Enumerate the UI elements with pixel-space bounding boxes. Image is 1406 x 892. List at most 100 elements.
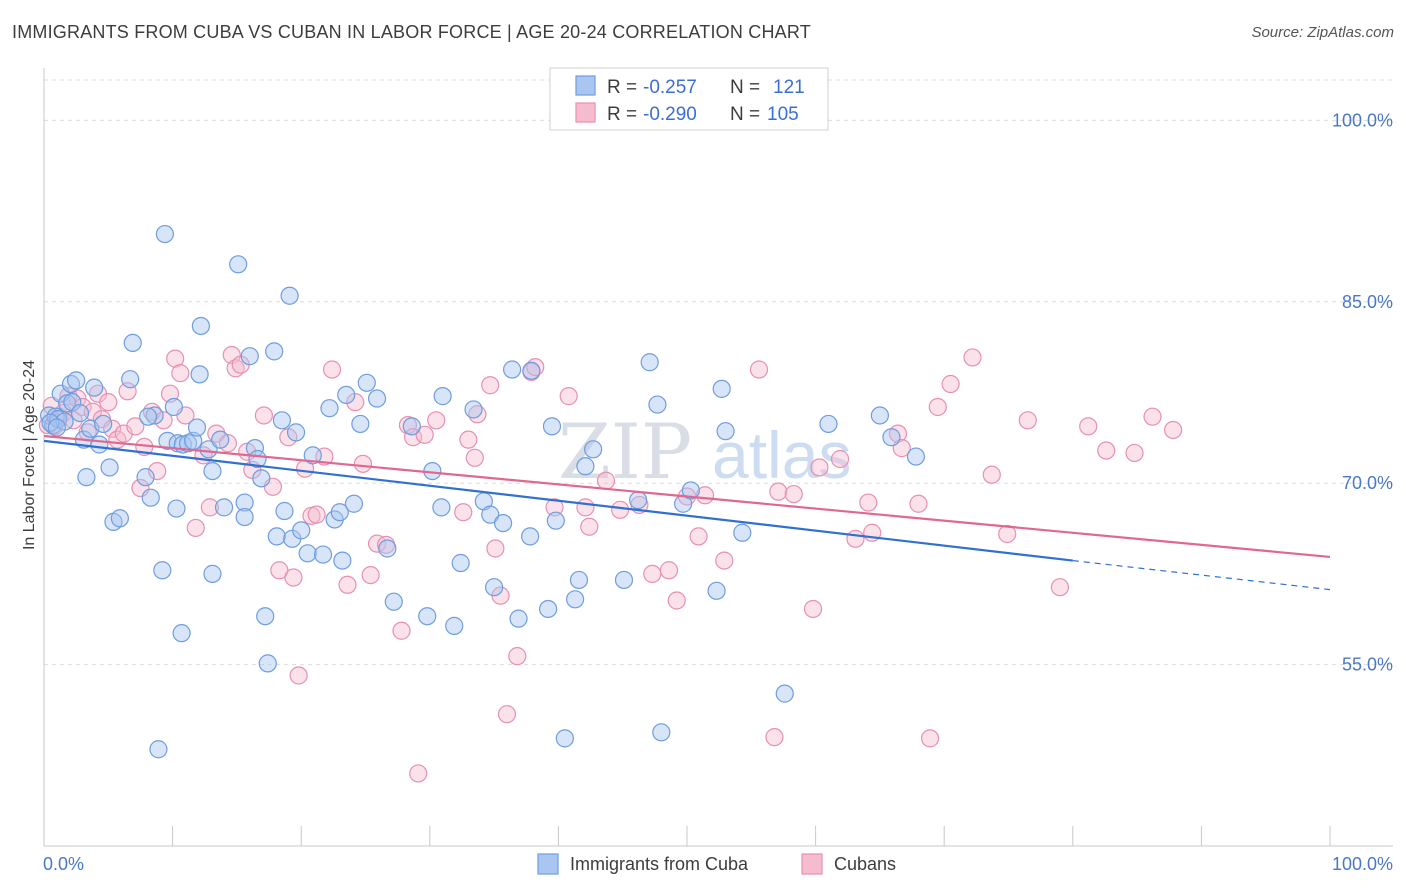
point-cubans: [1050, 578, 1070, 597]
point-cuba-immigrants: [546, 511, 565, 530]
point-cuba-immigrants: [384, 592, 403, 611]
source-label: Source: ZipAtlas.com: [1251, 24, 1394, 41]
point-cubans: [392, 621, 411, 640]
point-cuba-immigrants: [172, 624, 191, 643]
point-cuba-immigrants: [566, 590, 585, 609]
point-cuba-immigrants: [229, 255, 248, 274]
point-cuba-immigrants: [503, 360, 522, 379]
point-cuba-immigrants: [256, 607, 275, 626]
legend-n-value-pink: 105: [767, 104, 799, 125]
point-cuba-immigrants: [333, 551, 352, 570]
point-cubans: [459, 430, 478, 449]
point-cuba-immigrants: [555, 729, 574, 748]
trend-line-cubans: [43, 434, 1331, 559]
trend-lines: [43, 434, 1331, 591]
point-cubans: [171, 364, 190, 383]
point-cuba-immigrants: [70, 403, 90, 423]
point-cuba-immigrants: [418, 607, 437, 626]
point-cubans: [982, 465, 1001, 484]
legend-swatch-blue: [575, 75, 596, 96]
point-cuba-immigrants: [149, 740, 168, 759]
point-cubans: [154, 411, 173, 430]
point-cuba-immigrants: [85, 378, 104, 397]
legend-n-label-blue: N =: [730, 77, 760, 98]
point-cuba-immigrants: [141, 488, 160, 507]
point-cuba-immigrants: [337, 385, 356, 405]
point-cubans: [769, 482, 788, 501]
watermark: ZIP atlas: [558, 407, 851, 496]
point-cuba-immigrants: [775, 684, 794, 703]
point-cuba-immigrants: [67, 371, 86, 390]
legend-r-label-pink: R =: [607, 104, 637, 125]
point-cubans: [749, 360, 769, 379]
y-tick-label: 70.0%: [1342, 473, 1393, 493]
point-cuba-immigrants: [614, 570, 634, 590]
point-cubans: [830, 449, 850, 469]
point-cuba-immigrants: [402, 417, 421, 436]
point-cubans: [307, 505, 326, 524]
point-cuba-immigrants: [90, 435, 109, 454]
point-cuba-immigrants: [280, 286, 299, 305]
point-cuba-immigrants: [521, 527, 540, 546]
point-cuba-immigrants: [481, 505, 500, 524]
point-cubans: [559, 387, 578, 406]
point-cuba-immigrants: [320, 399, 339, 418]
data-points: [38, 224, 1183, 783]
point-cuba-immigrants: [199, 440, 218, 459]
point-cubans: [689, 527, 708, 546]
point-cubans: [611, 500, 630, 519]
point-cubans: [580, 517, 599, 536]
point-cubans: [803, 599, 823, 619]
point-cuba-immigrants: [509, 609, 528, 628]
point-cuba-immigrants: [203, 564, 222, 583]
point-cuba-immigrants: [313, 545, 333, 564]
legend-r-value-blue: -0.257: [643, 77, 697, 98]
point-cuba-immigrants: [190, 365, 209, 384]
point-cuba-immigrants: [123, 333, 142, 352]
point-cuba-immigrants: [286, 423, 306, 442]
point-cubans: [481, 376, 500, 395]
point-cuba-immigrants: [136, 468, 155, 487]
point-cubans: [361, 565, 380, 585]
point-cubans: [338, 575, 357, 594]
point-cuba-immigrants: [252, 469, 271, 488]
legend-box: [549, 67, 829, 131]
point-cubans: [200, 498, 219, 517]
point-cuba-immigrants: [100, 458, 119, 477]
point-cuba-immigrants: [357, 373, 376, 392]
point-cuba-immigrants: [433, 387, 452, 406]
point-cuba-immigrants: [77, 468, 96, 487]
point-cuba-immigrants: [378, 539, 397, 558]
watermark-zip: ZIP: [558, 407, 692, 496]
point-cubans: [909, 494, 928, 513]
point-cuba-immigrants: [716, 422, 735, 441]
point-cuba-immigrants: [640, 353, 659, 372]
point-cuba-immigrants: [155, 224, 174, 244]
point-cuba-immigrants: [153, 561, 172, 580]
point-cubans: [659, 561, 679, 580]
point-cubans: [186, 518, 205, 538]
point-cubans: [667, 591, 686, 610]
point-cuba-immigrants: [214, 498, 234, 517]
point-cuba-immigrants: [47, 418, 66, 437]
trend-line-cuba-immigrants: [43, 439, 1073, 562]
point-cubans: [486, 539, 505, 558]
point-cubans: [415, 425, 434, 444]
point-cubans: [454, 503, 473, 522]
point-cubans: [270, 561, 289, 580]
point-cubans: [353, 454, 373, 473]
point-cubans: [1018, 411, 1037, 430]
point-cubans: [148, 461, 167, 481]
point-cuba-immigrants: [275, 501, 294, 521]
point-cuba-immigrants: [292, 521, 311, 540]
point-cuba-immigrants: [110, 509, 129, 528]
point-cuba-immigrants: [164, 397, 183, 417]
point-cuba-immigrants: [139, 407, 158, 426]
point-cubans: [928, 397, 947, 417]
point-cubans: [1164, 420, 1183, 440]
point-cubans: [99, 393, 118, 412]
point-cuba-immigrants: [652, 723, 671, 742]
point-cuba-immigrants: [235, 507, 254, 527]
point-cuba-immigrants: [819, 414, 838, 434]
